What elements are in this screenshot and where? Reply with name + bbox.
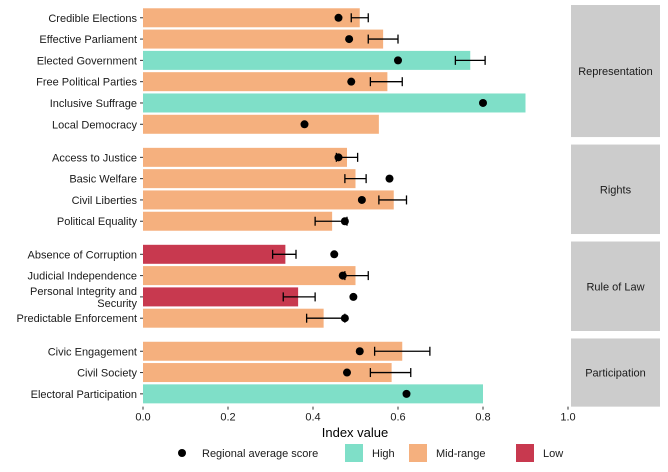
error-bar xyxy=(344,174,367,184)
bar xyxy=(143,190,394,210)
average-point xyxy=(479,98,487,107)
legend-key-high xyxy=(345,444,363,462)
category-labels: Credible Elections Effective Parliament El… xyxy=(17,13,143,401)
bar xyxy=(143,147,347,167)
facet-strip xyxy=(571,338,660,407)
average-point xyxy=(338,271,347,280)
legend: Regional average score High Mid-range Low xyxy=(178,444,563,462)
error-bar xyxy=(454,55,486,65)
facet-strip xyxy=(571,241,660,331)
average-point xyxy=(334,153,343,162)
average-point xyxy=(402,389,411,398)
facet-strip-label: Rights xyxy=(600,184,632,196)
category-label: Credible Elections xyxy=(48,13,137,25)
bar xyxy=(143,384,483,404)
category-label: Inclusive Suffrage xyxy=(50,98,137,110)
x-tick-label: 1.0 xyxy=(560,412,575,424)
category-label: Civil Society xyxy=(77,368,137,380)
error-bar xyxy=(271,249,297,259)
x-tick-label: 0.0 xyxy=(135,412,150,424)
category-label: Political Equality xyxy=(57,216,138,228)
x-tick-label: 0.8 xyxy=(475,412,490,424)
average-point xyxy=(349,292,358,301)
average-point xyxy=(394,56,402,65)
average-point xyxy=(340,314,349,323)
error-bar xyxy=(369,368,412,378)
bar xyxy=(143,8,360,28)
average-point xyxy=(330,250,339,259)
bars xyxy=(143,8,526,404)
category-label: Personal Integrity and Security xyxy=(30,286,138,310)
bar xyxy=(143,114,379,134)
facet-strip-label: Participation xyxy=(585,368,646,380)
x-axis-title: Index value xyxy=(322,425,389,440)
legend-key-low xyxy=(516,444,534,462)
facet-strip-label: Rule of Law xyxy=(586,281,644,293)
category-label: Basic Welfare xyxy=(69,174,137,186)
x-tick-label: 0.4 xyxy=(305,412,320,424)
average-point xyxy=(300,120,309,129)
bar xyxy=(143,50,471,70)
bar xyxy=(143,29,384,49)
error-bar xyxy=(282,292,316,302)
error-bar xyxy=(350,13,369,23)
average-point xyxy=(334,13,343,22)
x-tick-label: 0.6 xyxy=(390,412,405,424)
average-point xyxy=(385,174,394,183)
average-points xyxy=(300,13,487,398)
average-point xyxy=(343,368,351,377)
error-bar xyxy=(367,34,399,44)
average-point xyxy=(340,217,349,226)
bar xyxy=(143,266,356,286)
legend-label: High xyxy=(372,448,395,460)
legend-point-key xyxy=(178,449,186,457)
category-label: Civic Engagement xyxy=(48,346,137,358)
legend-label: Low xyxy=(543,448,563,460)
category-label: Access to Justice xyxy=(52,152,137,164)
category-label: Judicial Independence xyxy=(28,271,137,283)
error-bar xyxy=(373,346,431,356)
average-point xyxy=(347,77,356,86)
category-label: Free Political Parties xyxy=(36,77,137,89)
legend-label: Regional average score xyxy=(202,448,318,460)
average-point xyxy=(357,195,366,204)
bar xyxy=(143,341,403,361)
facet-strip xyxy=(571,5,660,138)
bar xyxy=(143,244,286,264)
category-label: Absence of Corruption xyxy=(28,249,137,261)
category-label: Civil Liberties xyxy=(72,195,138,207)
error-bar xyxy=(378,195,408,205)
x-tick-label: 0.2 xyxy=(220,412,235,424)
category-label: Effective Parliament xyxy=(39,34,137,46)
category-label: Elected Government xyxy=(37,55,137,67)
bar xyxy=(143,169,356,189)
bar xyxy=(143,363,392,383)
bar xyxy=(143,93,526,113)
category-label: Predictable Enforcement xyxy=(17,313,137,325)
x-axis: 0.0 0.2 0.4 0.6 0.8 1.0 xyxy=(135,406,576,424)
legend-label: Mid-range xyxy=(436,448,486,460)
facet-strips: Representation Rights Rule of Law Participa… xyxy=(571,5,660,407)
legend-key-mid xyxy=(409,444,427,462)
facet-strip xyxy=(571,144,660,235)
average-point xyxy=(345,35,354,44)
error-bar xyxy=(369,77,403,87)
facet-strip-label: Representation xyxy=(578,66,653,78)
category-label: Electoral Participation xyxy=(31,389,137,401)
error-bars xyxy=(271,13,486,378)
category-label: Local Democracy xyxy=(52,119,137,131)
bar xyxy=(143,308,324,328)
bar xyxy=(143,211,333,231)
average-point xyxy=(355,347,364,356)
bar xyxy=(143,287,299,307)
bar xyxy=(143,72,388,92)
